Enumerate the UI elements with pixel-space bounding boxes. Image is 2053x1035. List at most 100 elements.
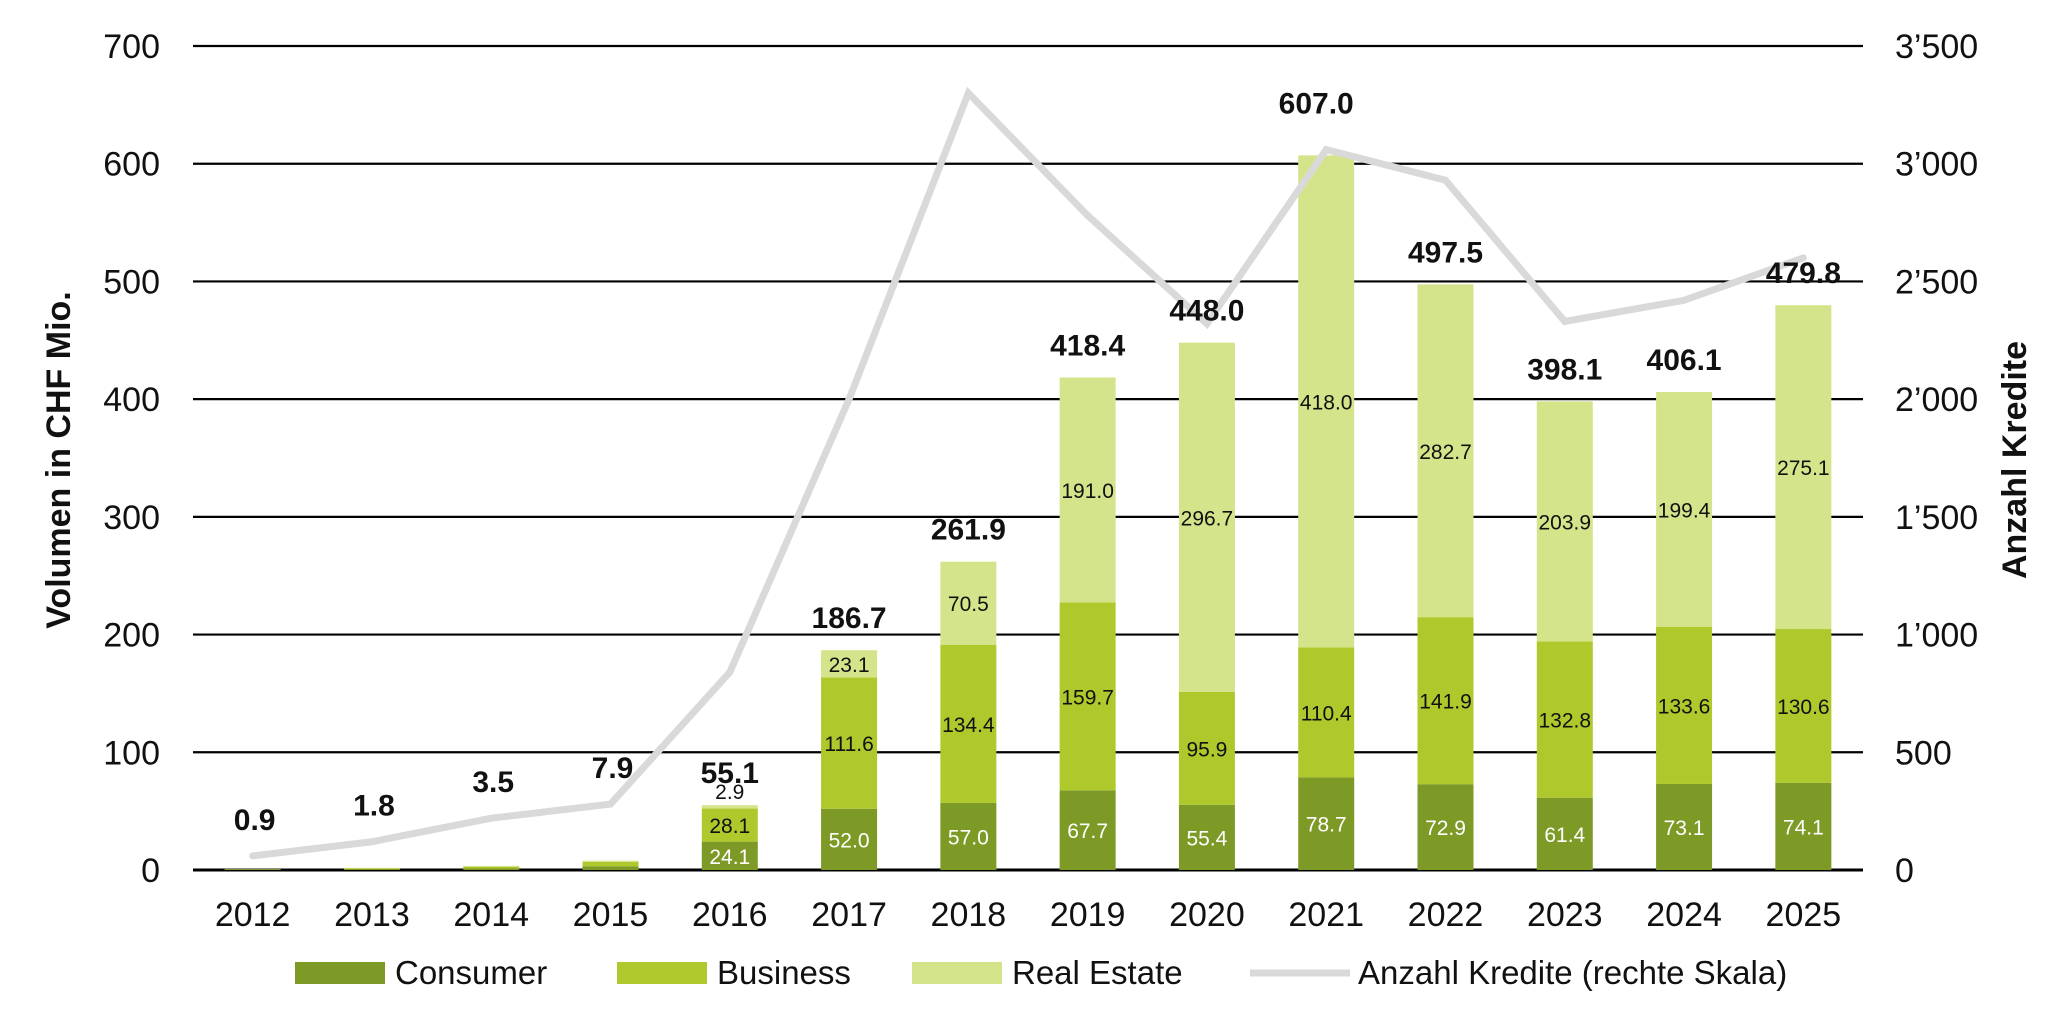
x-tick-label: 2013	[334, 896, 410, 934]
bar-segment-business	[343, 868, 400, 870]
legend-item: Consumer	[295, 954, 547, 991]
y-tick-label: 100	[103, 734, 160, 772]
segment-label: 130.6	[1777, 696, 1830, 719]
x-tick-label: 2015	[573, 896, 649, 934]
y2-tick-label: 1’500	[1895, 499, 1978, 537]
segment-label: 111.6	[824, 733, 873, 756]
segment-label: 134.4	[942, 714, 995, 737]
count-series-point	[607, 800, 614, 808]
bar-segment-real-estate	[1178, 342, 1235, 692]
bar-segment-business	[1656, 626, 1713, 784]
count-line	[249, 86, 1807, 860]
bar-segment-consumer	[463, 868, 520, 870]
y2-tick-label: 500	[1895, 734, 1952, 772]
legend-label: Anzahl Kredite (rechte Skala)	[1358, 954, 1787, 991]
total-labels: 0.9 1.8 3.5 7.9 55.1 186.7 261.9 418.4 448.0 607.…	[234, 87, 1841, 837]
x-tick-label: 2025	[1766, 896, 1842, 934]
total-label: 398.1	[1527, 353, 1602, 386]
total-label: 55.1	[701, 757, 759, 790]
bar-segment-real-estate	[1536, 401, 1593, 642]
bar-segment-consumer	[582, 866, 639, 870]
y2-tick-label: 3’000	[1895, 146, 1978, 184]
bar-segment-business	[582, 861, 639, 867]
count-series-point	[1203, 320, 1211, 328]
y-tick-label: 200	[103, 617, 160, 655]
segment-label: 95.9	[1186, 738, 1227, 761]
segment-label: 52.0	[829, 829, 870, 852]
count-series-point	[726, 668, 734, 676]
y-axis-title: Volumen in CHF Mio.	[40, 291, 78, 628]
total-label: 406.1	[1647, 344, 1722, 377]
bar-segment-consumer	[940, 802, 997, 870]
count-series-point	[1322, 146, 1330, 154]
bar-segment-business	[701, 808, 758, 842]
y-tick-label: 400	[103, 381, 160, 419]
y-tick-label: 300	[103, 499, 160, 537]
segment-label: 73.1	[1664, 817, 1705, 840]
total-label: 479.8	[1766, 257, 1841, 290]
y2-tick-label: 2’500	[1895, 263, 1978, 301]
axes: Volumen in CHF Mio. Anzahl Kredite 0 0 100…	[40, 28, 2034, 934]
segment-label: 203.9	[1539, 511, 1592, 534]
segment-labels: 24.1 28.1 2.9 52.0 111.6 23.1 57.0 134.4 70.5 67.…	[709, 391, 1829, 868]
count-series-point	[964, 89, 972, 97]
bar-segment-real-estate	[1775, 305, 1832, 630]
legend-label: Real Estate	[1012, 954, 1183, 991]
count-series-point	[1561, 317, 1569, 325]
y-tick-label: 600	[103, 146, 160, 184]
count-series-point	[487, 814, 495, 822]
bar-segment-consumer	[1417, 784, 1474, 870]
bars	[224, 155, 1832, 870]
legend-swatch	[617, 962, 707, 984]
bar-segment-business	[1298, 647, 1355, 778]
segment-label: 132.8	[1539, 710, 1592, 733]
segment-label: 2.9	[715, 781, 744, 804]
bar-segment-business	[1178, 691, 1235, 805]
gridlines	[193, 44, 1863, 872]
segment-label: 72.9	[1425, 817, 1466, 840]
count-series-point	[368, 838, 376, 846]
bar-segment-consumer	[1059, 790, 1116, 870]
segment-label: 74.1	[1783, 816, 1824, 839]
total-label: 497.5	[1408, 236, 1483, 269]
bar-segment-consumer	[701, 841, 758, 870]
count-series-point	[249, 852, 257, 860]
y-tick-label: 700	[103, 28, 160, 66]
total-label: 0.9	[234, 804, 276, 837]
x-tick-label: 2019	[1050, 896, 1126, 934]
bar-segment-real-estate	[1417, 284, 1474, 618]
total-label: 7.9	[592, 752, 634, 785]
bar-segment-consumer	[1775, 782, 1832, 870]
x-tick-label: 2021	[1288, 896, 1364, 934]
segment-label: 67.7	[1067, 820, 1108, 843]
bar-segment-real-estate	[821, 650, 878, 678]
bar-segment-real-estate	[582, 860, 639, 862]
legend-swatch	[295, 962, 385, 984]
segment-label: 418.0	[1300, 391, 1353, 414]
bar-segment-consumer	[821, 808, 878, 870]
count-series-point	[1084, 212, 1092, 220]
bar-segment-business	[821, 677, 878, 809]
bar-segment-real-estate	[940, 561, 997, 645]
bar-segment-consumer	[1298, 777, 1355, 870]
bar-segment-real-estate	[1059, 377, 1116, 603]
bar-segment-business	[1417, 617, 1474, 785]
x-tick-label: 2014	[453, 896, 529, 934]
legend: Consumer Business Real Estate Anzahl Kredit…	[295, 954, 1787, 991]
bar-segment-business	[1059, 602, 1116, 791]
total-label: 186.7	[812, 602, 887, 635]
segment-label: 23.1	[829, 654, 870, 677]
y2-tick-label: 3’500	[1895, 28, 1978, 66]
segment-label: 159.7	[1061, 686, 1114, 709]
segment-label: 57.0	[948, 826, 989, 849]
x-tick-label: 2012	[215, 896, 291, 934]
total-label: 3.5	[472, 766, 514, 799]
count-series-point	[1799, 254, 1807, 262]
bar-segment-consumer	[343, 869, 400, 870]
count-series-point	[845, 395, 853, 403]
legend-swatch	[912, 962, 1002, 984]
bar-segment-consumer	[1656, 783, 1713, 870]
segment-label: 296.7	[1181, 507, 1234, 530]
x-tick-label: 2022	[1408, 896, 1484, 934]
